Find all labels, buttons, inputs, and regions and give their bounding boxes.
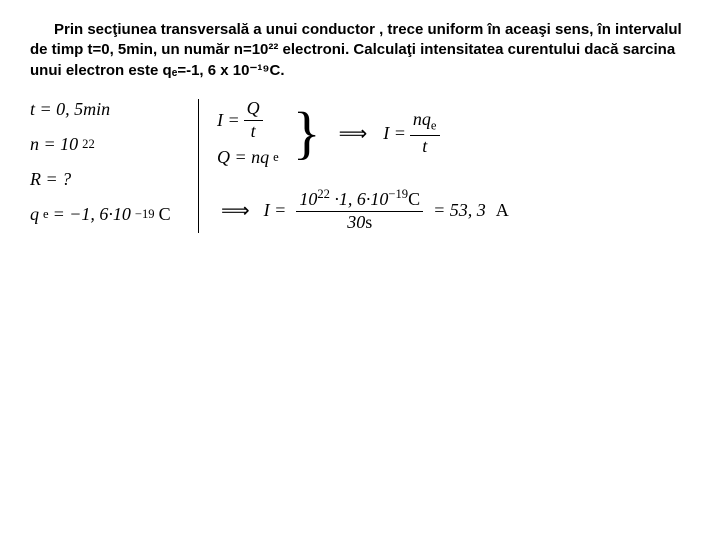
frac-den-t2: t: [419, 136, 430, 157]
den-unit: s: [365, 212, 372, 232]
qe-unit: C: [159, 204, 171, 225]
right-brace-icon: }: [291, 107, 323, 159]
frac-den-t: t: [248, 121, 259, 142]
n-lhs: n = 10: [30, 134, 78, 155]
result-val: = 53, 3: [433, 200, 486, 221]
R-value: R = ?: [30, 169, 71, 190]
qe-var: q: [30, 204, 39, 225]
Q-eq-sub: e: [273, 150, 279, 165]
given-R: R = ?: [30, 169, 180, 190]
I-eq-label: I =: [217, 110, 240, 131]
I-eq2-label: I =: [383, 123, 406, 144]
given-n: n = 10 22: [30, 134, 180, 155]
result-unit: A: [496, 200, 509, 221]
implies-arrow-1: ⟹: [335, 121, 372, 146]
n-exp: 22: [82, 137, 95, 152]
formula-derivation: I = Q t Q = nqe } ⟹ I = nqe t: [199, 99, 509, 233]
Q-eq-label: Q = nq: [217, 147, 269, 168]
frac-nqe-t: nqe t: [410, 110, 440, 156]
implies-arrow-2: ⟹: [217, 198, 254, 223]
I-eq3-label: I =: [264, 200, 287, 221]
t-value: t = 0, 5min: [30, 99, 110, 120]
nqe-a: nq: [413, 109, 431, 129]
derivation-row: I = Q t Q = nqe } ⟹ I = nqe t: [217, 99, 509, 169]
frac-Q-t: Q t: [244, 99, 263, 142]
base-formulas: I = Q t Q = nq e: [217, 99, 279, 169]
num-exp2: −19: [388, 187, 408, 201]
final-num: 1022 ·1, 6·10−19C: [296, 188, 423, 212]
given-t: t = 0, 5min: [30, 99, 180, 120]
formula-I-Qt: I = Q t: [217, 99, 279, 142]
frac-num-nqe: nqe: [410, 110, 440, 135]
den-val: 30: [347, 212, 365, 232]
final-den: 30s: [344, 212, 375, 233]
frac-num-Q: Q: [244, 99, 263, 121]
given-qe: qe = −1, 6·10 −19 C: [30, 204, 180, 225]
qe-sub: e: [43, 207, 49, 222]
problem-statement: Prin secţiunea transversală a unui condu…: [30, 20, 690, 81]
formula-Q-nqe: Q = nq e: [217, 147, 279, 168]
qe-val: = −1, 6·10: [53, 204, 131, 225]
physics-solution: t = 0, 5min n = 1022 R = ? qe = −1, 6·10…: [30, 99, 690, 233]
num-unit: C: [408, 189, 420, 209]
nqe-sub: e: [431, 119, 437, 133]
num-mid: ·1, 6·10: [330, 189, 389, 209]
numeric-solution: ⟹ I = 1022 ·1, 6·10−19C 30s = 53, 3 A: [217, 188, 509, 233]
qe-exp: −19: [135, 207, 155, 222]
num-a: 10: [299, 189, 317, 209]
num-exp1: 22: [317, 187, 330, 201]
frac-final: 1022 ·1, 6·10−19C 30s: [296, 188, 423, 233]
formula-I-nqe: I = nqe t: [383, 110, 439, 156]
given-data: t = 0, 5min n = 10 22 R = ? qe = −1, 6·10…: [30, 99, 199, 233]
